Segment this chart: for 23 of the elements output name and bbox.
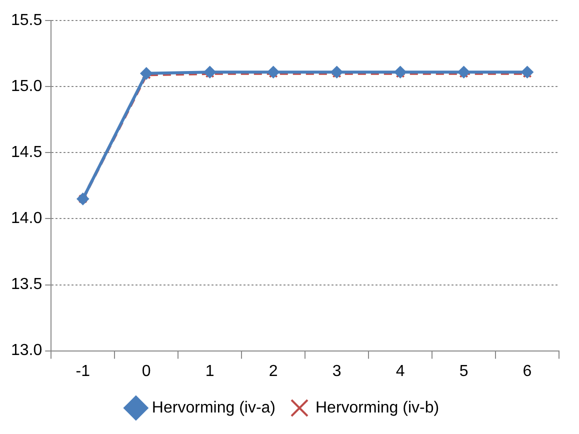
x-tick-label: -1 bbox=[76, 362, 90, 380]
point bbox=[521, 66, 534, 78]
legend-label: Hervorming (iv-a) bbox=[152, 399, 276, 416]
x-tick-label: 3 bbox=[332, 362, 342, 380]
x-tick-label: 5 bbox=[459, 362, 468, 380]
point bbox=[140, 67, 152, 80]
y-tick-label: 15.0 bbox=[11, 78, 42, 96]
x-tick-label: 0 bbox=[142, 362, 151, 380]
x-tick-label: 4 bbox=[396, 362, 405, 380]
point bbox=[204, 66, 216, 78]
point bbox=[330, 66, 343, 78]
x-tick-label: 2 bbox=[268, 362, 278, 380]
y-tick-label: 14.0 bbox=[11, 210, 42, 228]
y-tick-label: 14.5 bbox=[11, 144, 42, 162]
y-tick-label: 15.5 bbox=[11, 12, 42, 30]
legend-label: Hervorming (iv-b) bbox=[316, 399, 440, 416]
point bbox=[458, 66, 470, 78]
y-tick-label: 13.5 bbox=[11, 276, 42, 294]
point bbox=[267, 66, 280, 78]
x-tick-label: 1 bbox=[205, 362, 214, 380]
point bbox=[394, 66, 406, 78]
x-tick-label: 6 bbox=[522, 362, 532, 380]
y-tick-label: 13.0 bbox=[11, 342, 42, 360]
